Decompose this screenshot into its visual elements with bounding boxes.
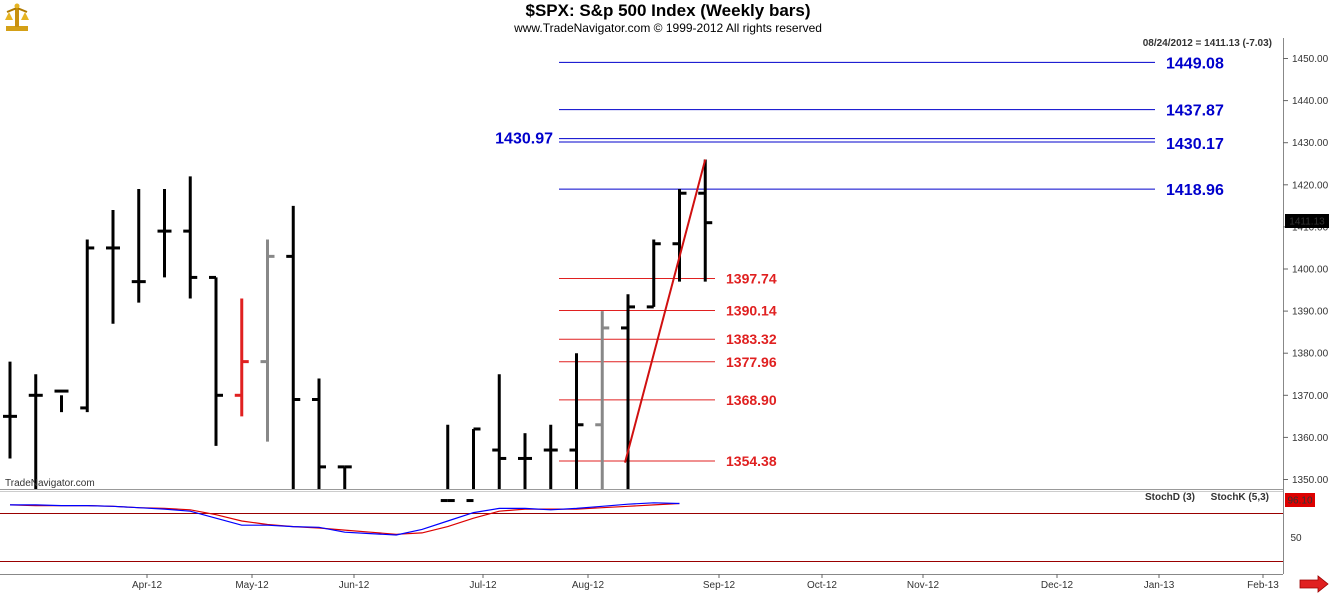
ohlc-bar (440, 424, 455, 503)
scroll-right-arrow-icon[interactable] (1299, 575, 1329, 593)
price-tick-label: 1400.00 (1292, 265, 1329, 276)
time-tick-label: Apr-12 (132, 580, 162, 591)
ohlc-bar (54, 389, 69, 413)
price-panel[interactable] (0, 38, 1283, 490)
time-tick-label: Dec-12 (1041, 580, 1074, 591)
time-axis: Apr-12 May-12 Jun-12 Jul-12 Aug-12 Sep-12 Oct-… (132, 574, 1279, 591)
ohlc-bar (28, 374, 43, 489)
time-tick-label: Feb-13 (1247, 580, 1279, 591)
ohlc-bar (672, 189, 687, 282)
ohlc-bar (234, 298, 249, 417)
red-level-label: 1368.90 (726, 392, 777, 408)
price-tick-label: 1350.00 (1292, 475, 1329, 486)
ohlc-bar (698, 159, 713, 282)
ohlc-bar (260, 239, 275, 442)
time-tick-label: Sep-12 (703, 580, 736, 591)
price-tick-label: 1430.00 (1292, 138, 1329, 149)
ohlc-bar (80, 239, 95, 413)
chart-header: $SPX: S&p 500 Index (Weekly bars) www.Tr… (0, 0, 1336, 38)
trendline-group (624, 159, 707, 463)
blue-level-label: 1430.97 (495, 131, 553, 148)
ohlc-bar (286, 205, 301, 489)
stoch-axis-label-50: 50 (1290, 533, 1302, 544)
price-tick-label: 1420.00 (1292, 180, 1329, 191)
ohlc-bar (131, 189, 146, 303)
price-tick-label: 1390.00 (1292, 307, 1329, 318)
ohlc-bar (518, 433, 532, 489)
ohlc-bar (209, 275, 223, 446)
ohlc-bar (312, 378, 326, 489)
ohlc-bar (621, 294, 635, 489)
blue-level-label: 1437.87 (1166, 103, 1224, 120)
time-tick-label: Jan-13 (1144, 580, 1175, 591)
blue-level-label: 1430.17 (1166, 136, 1224, 153)
price-tick-label: 1360.00 (1292, 433, 1329, 444)
ohlc-bar (492, 374, 507, 489)
price-tick-label: 1440.00 (1292, 96, 1329, 107)
ohlc-bar (337, 465, 352, 489)
time-tick-label: Aug-12 (572, 580, 605, 591)
price-tick-label: 1450.00 (1292, 54, 1329, 65)
time-tick-label: Nov-12 (907, 580, 940, 591)
ohlc-bar (466, 427, 481, 503)
stochastic-indicator (9, 502, 680, 536)
chart-subtitle: www.TradeNavigator.com © 1999-2012 All r… (514, 21, 822, 35)
ohlc-bar (543, 424, 558, 489)
trade-navigator-logo-icon (5, 3, 29, 31)
ohlc-bar (646, 239, 661, 309)
blue-level-label: 1449.08 (1166, 55, 1224, 72)
price-axis: 1350.00 1360.00 1370.00 1380.00 1390.00 1400.… (1283, 54, 1329, 486)
price-tick-label: 1370.00 (1292, 391, 1329, 402)
stoch-k-line (10, 502, 680, 536)
red-level-label: 1383.32 (726, 331, 777, 347)
time-tick-label: Jun-12 (339, 580, 370, 591)
stoch-d-legend: StochD (3) (1145, 492, 1195, 503)
ohlc-bar (183, 176, 198, 299)
ohlc-bar (157, 189, 172, 278)
last-price-tag-text: 1411.13 (1289, 217, 1325, 228)
chart-title: $SPX: S&p 500 Index (Weekly bars) (525, 1, 811, 20)
price-levels: 1449.08 1437.87 1430.97 1430.17 1418.96 1397.… (495, 55, 1224, 469)
watermark-text: TradeNavigator.com (5, 478, 95, 489)
red-level-label: 1354.38 (726, 453, 777, 469)
price-tick-label: 1380.00 (1292, 349, 1329, 360)
ohlc-bar (106, 210, 120, 324)
last-price-tag (1285, 214, 1329, 228)
stoch-k-legend: StochK (5,3) (1211, 492, 1269, 503)
ohlc-bar (595, 311, 610, 489)
red-level-label: 1390.14 (726, 303, 777, 319)
blue-level-label: 1418.96 (1166, 182, 1224, 199)
trendline (624, 159, 707, 463)
ohlc-bar (569, 353, 584, 489)
stoch-value-tag-text: 96.10 (1287, 496, 1312, 507)
time-tick-label: May-12 (235, 580, 269, 591)
red-level-label: 1377.96 (726, 354, 777, 370)
time-tick-label: Jul-12 (469, 580, 497, 591)
ohlc-bars (3, 159, 713, 503)
date-readout: 08/24/2012 = 1411.13 (-7.03) (1143, 38, 1272, 49)
time-tick-label: Oct-12 (807, 580, 837, 591)
stoch-value-tag (1285, 493, 1315, 507)
red-level-label: 1397.74 (726, 271, 777, 287)
ohlc-bar (3, 361, 17, 459)
